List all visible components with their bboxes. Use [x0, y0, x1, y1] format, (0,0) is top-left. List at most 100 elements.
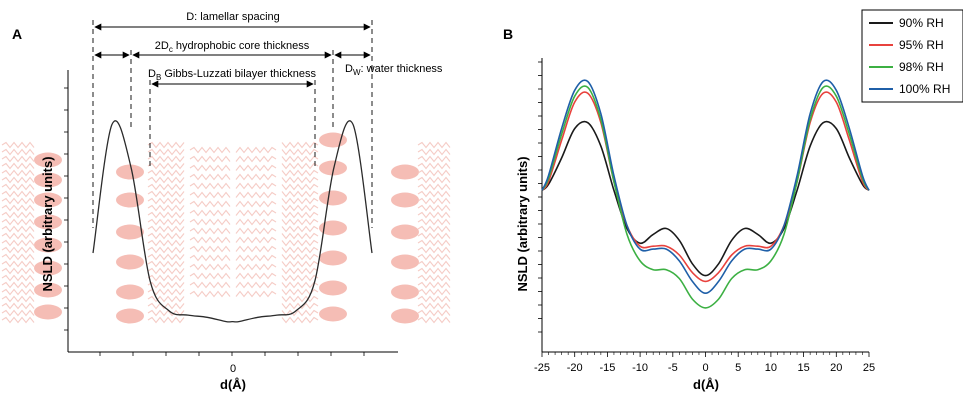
lipid-tail: [1, 302, 35, 310]
lipid-head-ellipse: [319, 160, 347, 176]
lipid-tail: [281, 316, 319, 324]
lipid-tail: [1, 260, 35, 268]
lipid-tail: [1, 246, 35, 254]
lipid-tail: [147, 169, 185, 177]
lipid-tail: [147, 176, 185, 184]
lipid-tail: [189, 236, 231, 244]
lipid-tail: [1, 253, 35, 261]
lipid-tail: [281, 148, 319, 156]
lipid-head-ellipse: [34, 304, 62, 320]
lipid-head-ellipse: [116, 224, 144, 240]
lipid-tail: [189, 218, 231, 226]
lipid-tail: [417, 316, 451, 324]
lipid-head-ellipse: [34, 237, 62, 253]
lipid-tail: [417, 162, 451, 170]
lipid-tail: [235, 290, 277, 298]
lipid-tail: [235, 227, 277, 235]
lipid-head-ellipse: [319, 250, 347, 266]
lipid-tail: [235, 191, 277, 199]
lipid-tail: [235, 164, 277, 172]
lipid-tail: [281, 302, 319, 310]
lipid-tail: [417, 246, 451, 254]
lipid-tail: [189, 245, 231, 253]
lipid-head-ellipse: [34, 192, 62, 208]
lipid-tail: [1, 148, 35, 156]
lipid-tail: [417, 260, 451, 268]
panel-b-x-tick-label: -20: [567, 362, 583, 374]
lipid-head-ellipse: [319, 280, 347, 296]
lipid-head-ellipse: [319, 190, 347, 206]
lipid-tail: [147, 232, 185, 240]
legend-label: 90% RH: [899, 16, 944, 30]
lipid-tail: [417, 295, 451, 303]
lipid-tail: [235, 263, 277, 271]
series-line-95-rh: [541, 91, 870, 283]
lipid-tail: [189, 209, 231, 217]
panel-b-label: B: [503, 26, 513, 42]
lipid-tail: [281, 274, 319, 282]
lipid-tail: [281, 211, 319, 219]
lipid-head-ellipse: [116, 308, 144, 324]
legend-label: 98% RH: [899, 60, 944, 74]
lipid-tail: [417, 176, 451, 184]
lipid-tail: [147, 309, 185, 317]
lipid-tail: [281, 169, 319, 177]
panel-b-x-tick-label: -5: [668, 362, 678, 374]
series-line-90-rh: [541, 120, 870, 277]
lipid-head-ellipse: [116, 192, 144, 208]
lipid-tail: [147, 155, 185, 163]
lipid-tail: [147, 267, 185, 275]
lipid-head-ellipse: [34, 282, 62, 298]
lipid-tail: [1, 295, 35, 303]
lipid-tail: [235, 245, 277, 253]
lipid-tail: [281, 141, 319, 149]
panel-a-y-ticks: [64, 87, 68, 331]
lipid-tail: [1, 197, 35, 205]
lipid-head-ellipse: [116, 284, 144, 300]
lipid-tail: [147, 148, 185, 156]
panel-a-x-axis-title: d(Å): [220, 377, 246, 392]
lipid-tail: [147, 302, 185, 310]
lipid-head-ellipse: [116, 254, 144, 270]
panel-b-x-tick-label: -15: [599, 362, 615, 374]
lipid-tail: [417, 239, 451, 247]
lipid-tail: [189, 146, 231, 154]
lipid-tail: [417, 169, 451, 177]
panel-b-x-tick-label: 20: [830, 362, 842, 374]
lipid-tail: [417, 309, 451, 317]
lipid-tail: [1, 169, 35, 177]
lipid-tail: [235, 155, 277, 163]
lipid-tail: [1, 267, 35, 275]
lipid-tail: [147, 281, 185, 289]
lipid-tail: [1, 281, 35, 289]
series-line-100-rh: [541, 79, 870, 295]
water-thickness-label: DW: water thickness: [345, 63, 443, 77]
panel-b-series: [541, 79, 870, 309]
lipid-tail: [417, 267, 451, 275]
lipid-tail: [1, 204, 35, 212]
lipid-bilayer-illustration: [1, 132, 451, 324]
lipid-head-ellipse: [391, 254, 419, 270]
lipid-tail: [189, 254, 231, 262]
lipid-tail: [235, 209, 277, 217]
lipid-tail: [1, 218, 35, 226]
lipid-tail: [189, 191, 231, 199]
lipid-tail: [189, 164, 231, 172]
panel-b: B -25 -20 -15 -10 -5 0 5 10 15 20 25 NSLD (arbitra…: [503, 9, 963, 392]
panel-b-x-tick-label: 5: [735, 362, 741, 374]
lipid-tail: [417, 218, 451, 226]
panel-b-x-tick-label: 10: [765, 362, 777, 374]
lipid-tail: [281, 295, 319, 303]
legend-box: [861, 9, 963, 103]
lipid-tail: [281, 267, 319, 275]
lipid-tail: [147, 162, 185, 170]
lipid-tail: [147, 204, 185, 212]
lipid-tail: [1, 176, 35, 184]
lipid-head-ellipse: [391, 164, 419, 180]
lipid-tail: [235, 236, 277, 244]
panel-a-nsld-profile: [92, 120, 373, 323]
lipid-tail: [417, 183, 451, 191]
lipid-tail: [281, 309, 319, 317]
panel-b-y-axis-title: NSLD (arbitrary units): [515, 156, 530, 291]
lipid-tail: [235, 200, 277, 208]
